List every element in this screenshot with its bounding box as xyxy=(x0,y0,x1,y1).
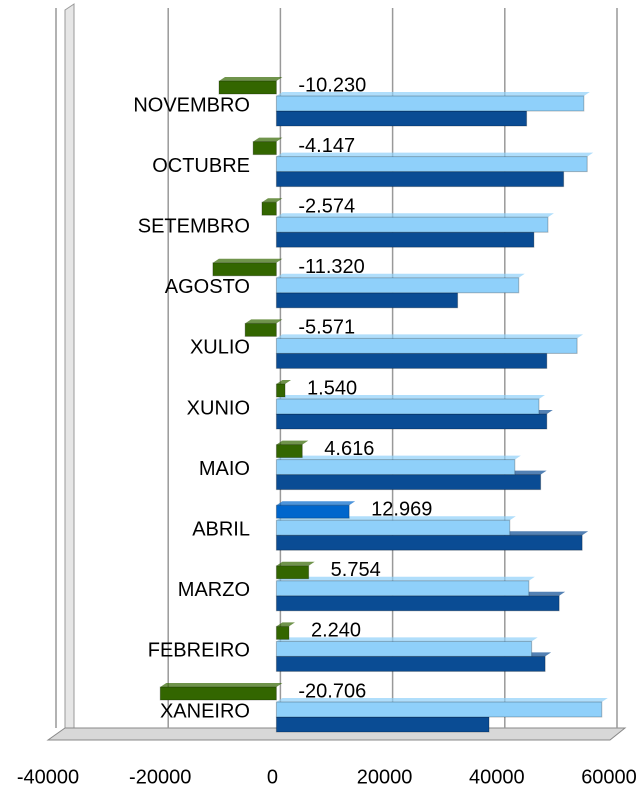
bar-top xyxy=(276,501,356,506)
bar-top xyxy=(160,683,283,687)
bar-top xyxy=(276,576,535,581)
bar xyxy=(275,352,548,369)
bar-top xyxy=(276,92,590,96)
data-label: -4.147 xyxy=(298,135,355,157)
bar xyxy=(275,383,286,398)
data-label: 2.240 xyxy=(311,620,361,642)
bar xyxy=(275,231,535,248)
x-tick-label: 0 xyxy=(267,766,278,788)
bar xyxy=(275,716,490,733)
bar-top xyxy=(212,258,283,263)
y-tick-label: MAIO xyxy=(199,458,250,480)
bar-top xyxy=(276,622,295,627)
bar xyxy=(275,413,548,430)
bar xyxy=(275,519,511,536)
y-tick-label: NOVEMBRO xyxy=(133,94,250,116)
bar xyxy=(275,534,583,551)
bar xyxy=(275,580,530,597)
x-tick-label: -40000 xyxy=(17,766,79,788)
bar-top xyxy=(276,561,315,566)
bar xyxy=(275,398,540,415)
bar xyxy=(275,171,565,188)
bar xyxy=(275,474,542,491)
bar xyxy=(218,80,277,95)
bar-top xyxy=(276,380,292,384)
bar-top xyxy=(276,273,525,278)
y-tick-label: XULIO xyxy=(190,337,250,359)
y-tick-label: SETEMBRO xyxy=(138,215,250,237)
bar xyxy=(275,459,516,476)
x-tick-label: 40000 xyxy=(469,766,525,788)
bar xyxy=(252,141,277,156)
x-tick-label: -20000 xyxy=(129,766,191,788)
data-label: 12.969 xyxy=(371,498,432,520)
bar xyxy=(275,337,578,354)
bar-top xyxy=(276,213,554,218)
bar-top xyxy=(219,77,283,81)
bar xyxy=(159,686,277,701)
y-tick-label: XANEIRO xyxy=(160,700,250,722)
x-tick-label: 20000 xyxy=(357,766,413,788)
data-label: 5.754 xyxy=(331,559,381,581)
y-tick-label: AGOSTO xyxy=(165,276,250,298)
data-label: -11.320 xyxy=(298,256,364,278)
data-label: -20.706 xyxy=(298,680,366,702)
bar-top xyxy=(276,152,594,157)
bar xyxy=(212,262,277,277)
bar-top xyxy=(276,698,608,702)
bar xyxy=(275,701,603,718)
y-tick-label: MARZO xyxy=(178,579,250,601)
bar xyxy=(275,504,350,519)
bar-top xyxy=(253,137,283,142)
bar-top xyxy=(276,395,545,399)
bar xyxy=(275,565,310,580)
bar xyxy=(275,625,290,640)
bar xyxy=(275,216,549,233)
bar xyxy=(275,110,528,127)
y-tick-label: ABRIL xyxy=(192,518,250,540)
bar-top xyxy=(276,455,521,460)
data-label: -5.571 xyxy=(298,317,355,339)
bar xyxy=(275,444,303,459)
data-label: -10.230 xyxy=(298,74,366,96)
y-tick-label: OCTUBRE xyxy=(152,155,250,177)
bar-top xyxy=(276,637,538,642)
bar-top xyxy=(261,198,283,203)
bar xyxy=(275,595,560,612)
bar xyxy=(275,640,533,657)
y-tick-label: XUNIO xyxy=(187,397,250,419)
bar-top xyxy=(276,334,584,339)
y-tick-label: FEBREIRO xyxy=(148,640,250,662)
bar xyxy=(275,655,546,672)
bar xyxy=(275,156,588,173)
bar xyxy=(244,322,277,337)
data-label: 4.616 xyxy=(324,438,374,460)
bar-top xyxy=(245,319,283,324)
plot-wall xyxy=(64,3,75,737)
bar xyxy=(275,277,520,294)
bar xyxy=(275,292,459,309)
data-label: 1.540 xyxy=(307,377,357,399)
x-tick-label: 60000 xyxy=(581,766,637,788)
bar-top xyxy=(276,440,309,445)
data-label: -2.574 xyxy=(298,195,355,217)
bar xyxy=(275,95,585,112)
bar xyxy=(261,201,277,216)
